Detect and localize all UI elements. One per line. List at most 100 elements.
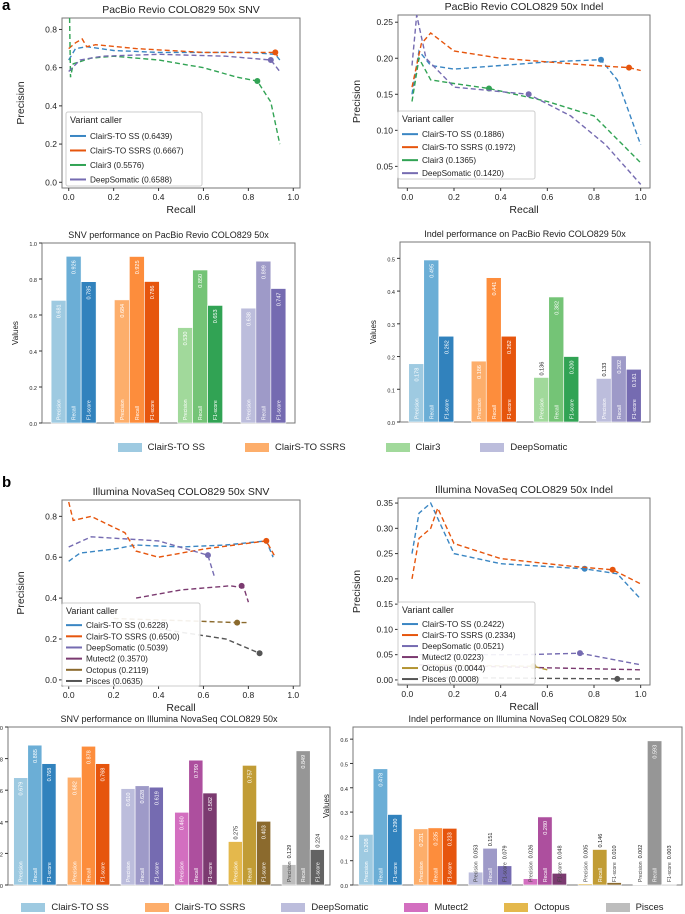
x-tick-label: 0.0	[63, 690, 75, 700]
x-tick-label: 0.8	[588, 192, 600, 202]
pr-curve-a-snv: PacBio Revio COLO829 50x SNV 0.0 0.2 0.4 0.6…	[15, 4, 301, 216]
y-tick-label: 0.2	[0, 852, 3, 858]
x-axis-label: Recall	[166, 204, 195, 216]
y-tick-label: 0.4	[29, 350, 37, 356]
y-tick-label: 0.3	[340, 811, 348, 817]
legend-label: ClairS-TO SS (0.6439)	[90, 132, 172, 141]
chart-title: PacBio Revio COLO829 50x SNV	[102, 4, 260, 16]
bar	[548, 296, 565, 423]
bar	[592, 849, 608, 886]
x-axis-label: Recall	[166, 702, 195, 714]
bar-metric-label: Precision	[120, 399, 126, 420]
bar-value-label: 0.684	[120, 304, 126, 318]
y-axis-label: Values	[322, 794, 331, 818]
bar-metric-label: Recall	[598, 868, 604, 882]
pr-curve-line	[411, 56, 642, 164]
y-tick-label: 0.05	[376, 650, 393, 660]
bar-value-label: 0.682	[72, 781, 78, 795]
plot-frame	[41, 242, 296, 424]
bar-value-label: 0.133	[602, 363, 608, 377]
y-tick-label: 0.15	[376, 89, 393, 99]
bar-metric-label: F1-score	[507, 399, 513, 419]
bar	[485, 277, 502, 423]
y-tick-label: 0.1	[387, 388, 395, 394]
pr-curve-line	[68, 540, 274, 562]
pr-curve-line	[411, 501, 642, 600]
bar-value-label: 0.926	[72, 260, 78, 274]
y-tick-label: 0.0	[45, 675, 57, 685]
bar-metric-label: Recall	[653, 868, 659, 882]
bar-metric-label: Precision	[638, 861, 644, 882]
bar-value-label: 0.178	[414, 368, 420, 382]
legend-item: Octopus	[504, 902, 570, 913]
legend-label: DeepSomatic (0.6588)	[90, 175, 172, 184]
bar-metric-label: Precision	[583, 861, 589, 882]
y-tick-label: 0.10	[376, 125, 393, 135]
x-tick-label: 0.2	[448, 689, 460, 699]
x-axis-label: Recall	[509, 701, 538, 713]
bar-value-label: 0.136	[539, 362, 545, 376]
plot-frame	[397, 14, 651, 189]
y-tick-label: 0.4	[45, 593, 57, 603]
legend-label: Mutect2	[434, 902, 469, 913]
x-tick-label: 0.4	[495, 689, 507, 699]
x-tick-label: 0.0	[401, 689, 413, 699]
plot-frame	[61, 17, 301, 189]
bar-value-label: 0.231	[419, 833, 425, 847]
bar-value-label: 0.048	[557, 846, 563, 860]
legend-title: Variant caller	[402, 605, 454, 615]
legend-label: Clair3	[415, 442, 441, 453]
bar-metric-label: F1-score	[47, 862, 53, 882]
legend-box	[397, 110, 536, 180]
bar	[387, 814, 403, 886]
bar	[270, 288, 287, 424]
bar-value-label: 0.026	[528, 845, 534, 859]
bar-value-label: 0.186	[477, 365, 483, 379]
legend-swatch	[404, 903, 429, 912]
y-tick-label: 0.8	[0, 758, 3, 764]
pr-curve-line	[68, 501, 276, 558]
y-tick-label: 0.3	[387, 323, 395, 329]
legend-label: Pisces (0.0635)	[86, 677, 143, 686]
bar	[148, 786, 164, 886]
x-tick-label: 0.0	[63, 192, 75, 202]
bar-value-label: 0.275	[233, 826, 239, 840]
bar-chart-b-snv: SNV performance on Illumina NovaSeq COLO…	[0, 714, 331, 890]
x-axis-label: Recall	[509, 204, 538, 216]
bar-value-label: 0.582	[208, 797, 214, 811]
bar	[537, 816, 553, 886]
best-f1-marker	[204, 552, 211, 559]
bar-metric-label: F1-score	[276, 400, 282, 420]
legend-label: Pisces (0.0008)	[422, 675, 479, 684]
bar-metric-label: F1-score	[262, 862, 268, 882]
bar-value-label: 0.679	[19, 782, 25, 796]
chart-title: SNV performance on PacBio Revio COLO829 …	[68, 230, 269, 240]
bar-chart-a-snv: SNV performance on PacBio Revio COLO829 …	[11, 230, 296, 428]
bar-value-label: 0.681	[57, 304, 63, 318]
y-tick-label: 0.0	[340, 884, 348, 890]
y-tick-label: 1.0	[0, 726, 3, 732]
legend-label: Clair3 (0.1365)	[422, 156, 476, 165]
bar-metric-label: Precision	[19, 861, 25, 882]
bar-metric-label: Recall	[248, 868, 254, 882]
y-tick-label: 1.0	[29, 242, 37, 248]
bar-metric-label: F1-score	[150, 400, 156, 420]
bar-metric-label: Recall	[33, 868, 39, 882]
y-tick-label: 0.2	[29, 386, 37, 392]
bar-value-label: 0.786	[150, 286, 156, 300]
bar-metric-label: Recall	[87, 868, 93, 882]
legend-swatch	[385, 443, 410, 452]
bar-metric-label: Recall	[301, 868, 307, 882]
bar-metric-label: F1-score	[503, 862, 509, 882]
y-tick-label: 0.4	[340, 787, 348, 793]
bar	[202, 792, 218, 886]
pr-curve-line	[68, 38, 279, 57]
y-tick-label: 0.6	[0, 789, 3, 795]
bar-value-label: 0.885	[33, 749, 39, 763]
legend-swatch	[244, 443, 269, 452]
bar-metric-label: Precision	[233, 861, 239, 882]
chart-title: Illumina NovaSeq COLO829 50x SNV	[93, 486, 270, 498]
legend-b: ClairS-TO SS ClairS-TO SSRS DeepSomatic …	[0, 902, 685, 913]
legend-label: ClairS-TO SSRS (0.1972)	[422, 143, 516, 152]
